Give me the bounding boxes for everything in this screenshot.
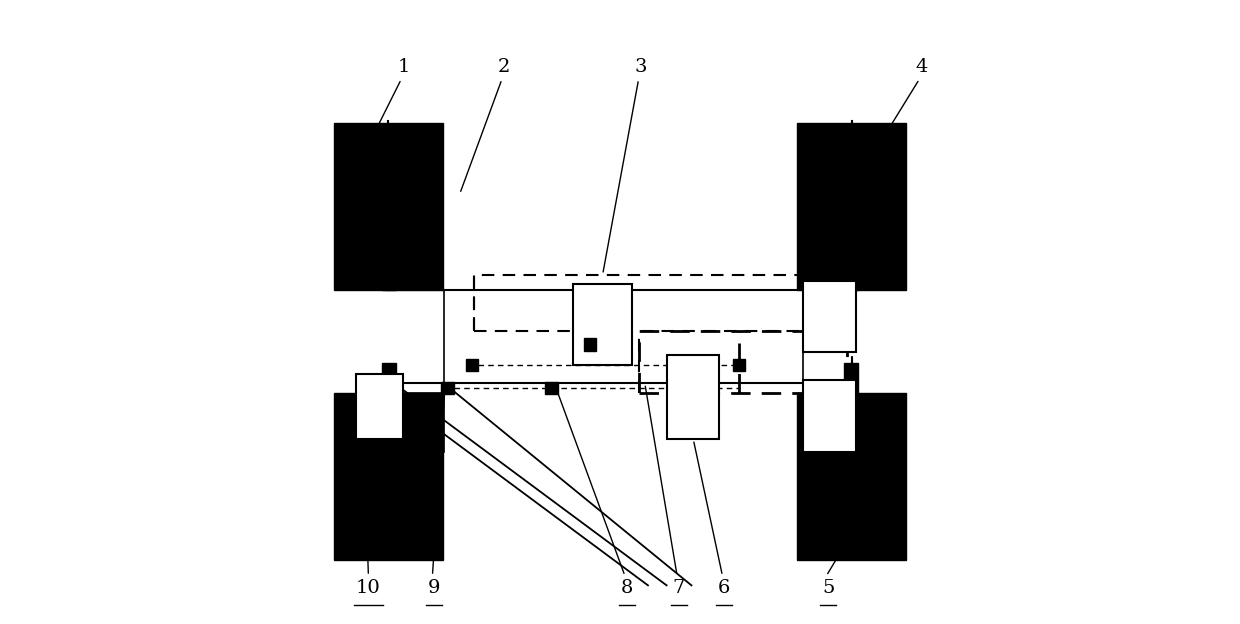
Bar — [335, 392, 443, 560]
Bar — [573, 284, 632, 365]
Text: 10: 10 — [356, 580, 381, 597]
Text: 3: 3 — [634, 57, 647, 76]
Bar — [797, 392, 905, 560]
Text: 5: 5 — [822, 580, 835, 597]
Bar — [667, 356, 719, 439]
Text: 9: 9 — [428, 580, 440, 597]
Text: 4: 4 — [915, 57, 928, 76]
Bar — [466, 359, 479, 371]
Bar — [733, 359, 745, 371]
Bar — [804, 281, 856, 353]
Bar — [441, 382, 454, 394]
Bar — [335, 122, 443, 290]
Bar — [639, 331, 847, 392]
Bar — [382, 363, 396, 392]
Bar — [797, 122, 905, 290]
Text: 2: 2 — [497, 57, 510, 76]
Bar — [844, 256, 858, 290]
Text: 6: 6 — [718, 580, 730, 597]
Bar — [844, 363, 858, 392]
Text: 7: 7 — [673, 580, 686, 597]
Bar — [804, 381, 856, 452]
Bar — [356, 374, 403, 439]
Text: 1: 1 — [398, 57, 410, 76]
Bar — [584, 338, 596, 351]
Bar — [474, 275, 852, 331]
Text: 8: 8 — [621, 580, 634, 597]
Bar — [382, 256, 396, 290]
Bar — [546, 382, 558, 394]
